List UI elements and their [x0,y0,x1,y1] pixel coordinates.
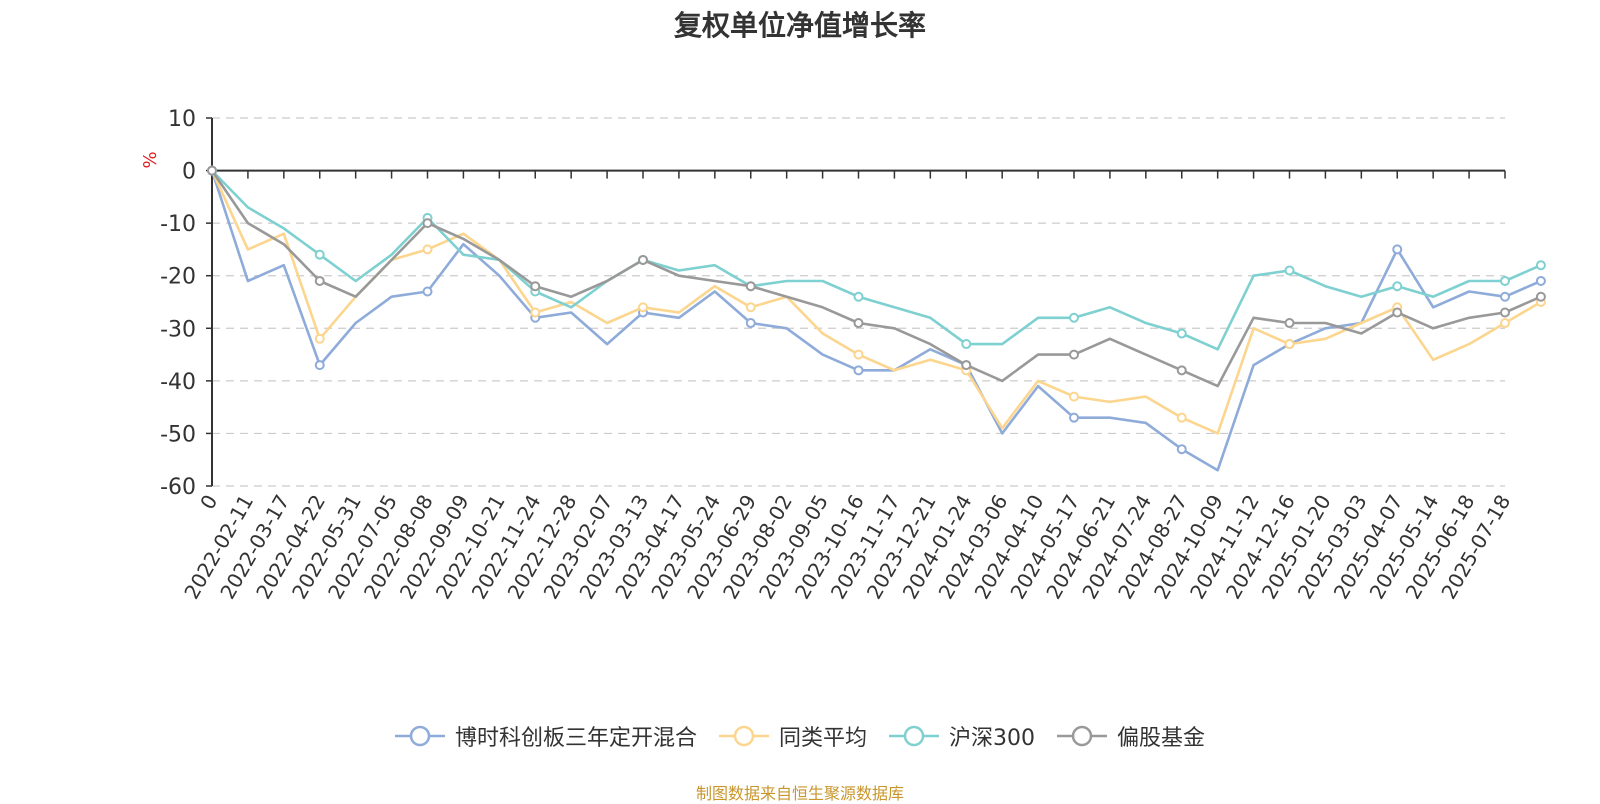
y-tick-label: -10 [160,212,196,237]
data-point [314,360,325,371]
data-point [422,286,433,297]
legend-label: 博时科创板三年定开混合 [454,726,697,751]
data-point [1284,265,1295,276]
line-chart: 100-10-20-30-40-50-60%02022-02-112022-03… [140,107,1546,603]
legend-label: 偏股基金 [1117,726,1206,751]
data-point [1069,391,1079,402]
data-point [961,339,972,350]
data-point [853,318,864,329]
data-point [1500,275,1510,286]
legend-swatch [1057,725,1107,747]
y-tick-label: -20 [160,265,196,290]
data-point [1284,318,1295,329]
y-tick-label: -40 [160,370,196,395]
y-tick-label: -30 [160,317,196,342]
legend-item[interactable]: 偏股基金 [1057,720,1205,752]
legend-item[interactable]: 沪深300 [889,720,1035,752]
y-tick-label: -50 [160,422,196,447]
data-point [1069,349,1079,360]
data-point [1176,328,1187,339]
data-point [1284,339,1295,350]
legend-item[interactable]: 同类平均 [718,720,867,752]
legend-label: 同类平均 [778,726,867,751]
data-point [1176,444,1187,455]
data-point [1176,365,1187,376]
data-point [1500,307,1510,318]
data-point [1069,412,1079,423]
data-point [745,281,756,292]
data-point [1176,412,1187,423]
data-point [530,307,541,318]
series-line [211,169,1542,351]
data-point [1535,260,1546,271]
legend-swatch [889,725,939,747]
data-point [853,365,864,376]
data-point [853,349,864,360]
data-point [1392,244,1403,255]
data-point [207,165,217,176]
source-note: 制图数据来自恒生聚源数据库 [695,784,904,803]
data-point [314,249,325,260]
data-point [314,275,325,286]
x-tick-label: 0 [195,491,222,514]
data-point [422,244,433,255]
series-line [210,169,1542,388]
y-tick-label: -60 [160,475,196,500]
data-point [530,281,541,292]
chart-title: 复权单位净值增长率 [673,9,926,42]
legend-swatch [718,725,769,747]
data-point [961,360,972,371]
data-point [745,318,756,329]
y-tick-label: 10 [168,107,196,132]
data-point [745,302,756,313]
data-point [1500,318,1510,329]
data-point [638,302,648,313]
data-point [853,291,864,302]
data-point [1392,281,1403,292]
data-point [314,333,325,344]
legend-label: 沪深300 [949,726,1035,751]
legend-item[interactable]: 博时科创板三年定开混合 [394,720,697,752]
data-point [422,218,433,229]
y-axis-label: % [140,151,161,168]
data-point [1392,307,1403,318]
data-point [638,254,648,265]
legend: 博时科创板三年定开混合 同类平均 沪深300 偏股基金 [0,720,1600,752]
data-point [1069,312,1079,323]
series-line [210,170,1542,472]
legend-swatch [394,725,445,747]
data-point [1535,275,1546,286]
y-tick-label: 0 [182,160,196,185]
data-point [1535,291,1546,302]
series-line [210,170,1542,435]
data-point [1500,291,1510,302]
